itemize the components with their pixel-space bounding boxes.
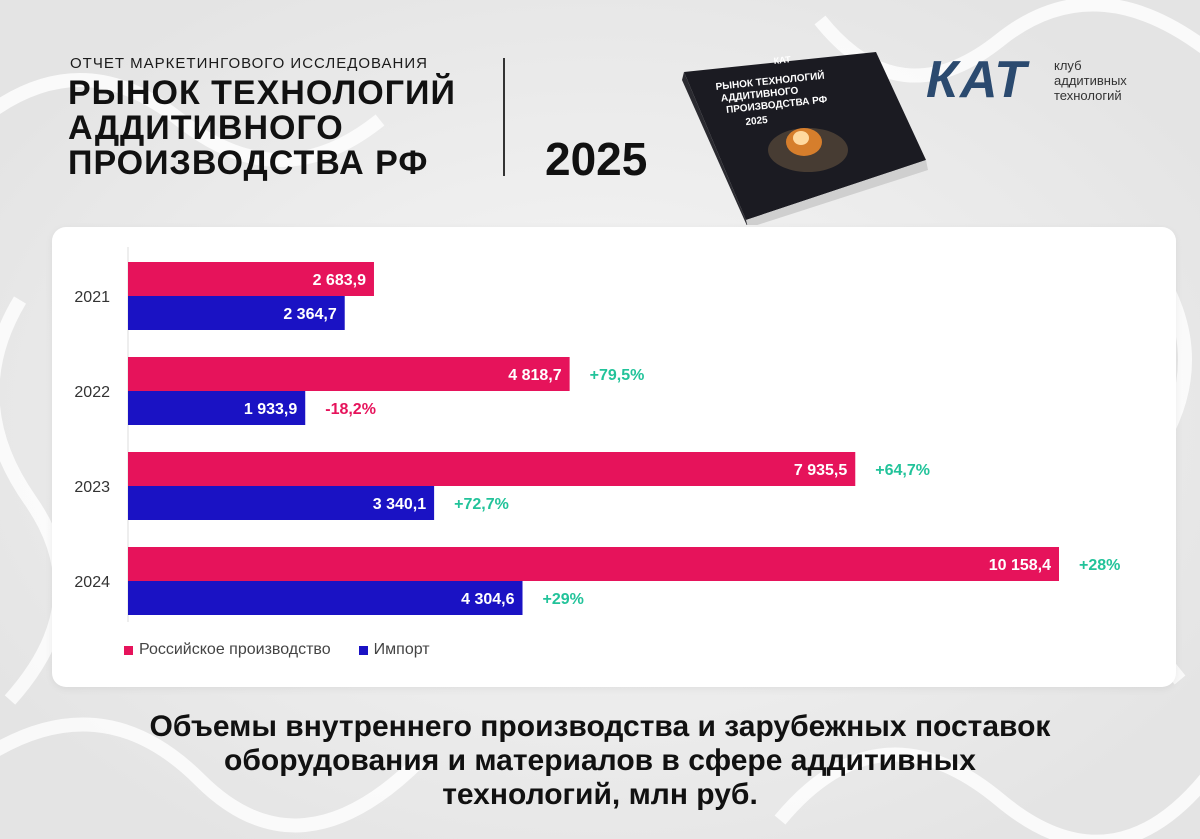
y-tick-label: 2024 (74, 574, 110, 591)
legend-label-russian: Российское производство (139, 641, 331, 658)
report-title-line: РЫНОК ТЕХНОЛОГИЙ (68, 74, 456, 112)
bar-value-label: 3 340,1 (373, 496, 426, 513)
caption-line: Объемы внутреннего производства и зарубе… (149, 710, 1051, 743)
header-divider (503, 58, 505, 176)
bar-import (128, 581, 523, 615)
report-year: 2025 (545, 133, 648, 185)
change-label: +64,7% (875, 462, 930, 479)
change-label: +29% (543, 591, 584, 608)
legend-item-import: Импорт (358, 641, 430, 659)
y-tick-label: 2021 (74, 289, 110, 306)
change-label: +28% (1079, 557, 1120, 574)
bar-russian (128, 452, 856, 486)
y-tick-label: 2023 (74, 479, 110, 496)
legend-swatch-import (358, 645, 368, 655)
bar-value-label: 2 364,7 (283, 306, 336, 323)
caption-line: оборудования и материалов в сфере аддити… (224, 744, 976, 777)
report-title-line: ПРОИЗВОДСТВА РФ (68, 144, 429, 182)
change-label: +72,7% (454, 496, 509, 513)
bar-import (128, 296, 345, 330)
bar-value-label: 7 935,5 (794, 462, 847, 479)
book-year: 2025 (745, 115, 769, 128)
chart-card: 2021 2 683,9 2 364,7 2022 4 818,7 +79,5% 1 933… (52, 227, 1176, 687)
bar-import (128, 486, 435, 520)
bar-value-label: 2 683,9 (313, 272, 366, 289)
kat-logo-text: клуб аддитивных технологий (1054, 58, 1164, 103)
chart-legend: Российское производство Импорт (124, 641, 430, 659)
chart-caption: Объемы внутреннего производства и зарубе… (0, 710, 1200, 812)
caption-line: технологий, млн руб. (442, 778, 758, 811)
kat-logo-text-line: аддитивных (1054, 73, 1127, 88)
bar-value-label: 4 818,7 (508, 367, 561, 384)
change-label: -18,2% (325, 401, 376, 418)
kat-logo: КАТ (926, 51, 1029, 109)
bar-chart: 2021 2 683,9 2 364,7 2022 4 818,7 +79,5% 1 933… (74, 247, 1120, 622)
bar-import (128, 391, 306, 425)
bar-russian (128, 262, 374, 296)
book-cover-image: КАТ РЫНОК ТЕХНОЛОГИЙ АДДИТИВНОГО ПРОИЗВО… (682, 52, 928, 225)
bar-russian (128, 357, 570, 391)
bar-value-label: 4 304,6 (461, 591, 514, 608)
legend-item-russian: Российское производство (124, 641, 331, 659)
bar-russian (128, 547, 1059, 581)
report-title-line: АДДИТИВНОГО (68, 109, 344, 147)
change-label: +79,5% (590, 367, 645, 384)
bar-value-label: 1 933,9 (244, 401, 297, 418)
kat-logo-text-line: технологий (1054, 88, 1122, 103)
bar-value-label: 10 158,4 (989, 557, 1051, 574)
book-brand: КАТ (773, 54, 791, 66)
report-title: РЫНОК ТЕХНОЛОГИЙ АДДИТИВНОГО ПРОИЗВОДСТВ… (68, 76, 498, 181)
legend-swatch-russian (124, 645, 133, 655)
kat-logo-text-line: клуб (1054, 58, 1082, 73)
y-tick-label: 2022 (74, 384, 110, 401)
report-subtitle: ОТЧЕТ МАРКЕТИНГОВОГО ИССЛЕДОВАНИЯ (70, 55, 429, 72)
legend-label-import: Импорт (373, 641, 430, 658)
